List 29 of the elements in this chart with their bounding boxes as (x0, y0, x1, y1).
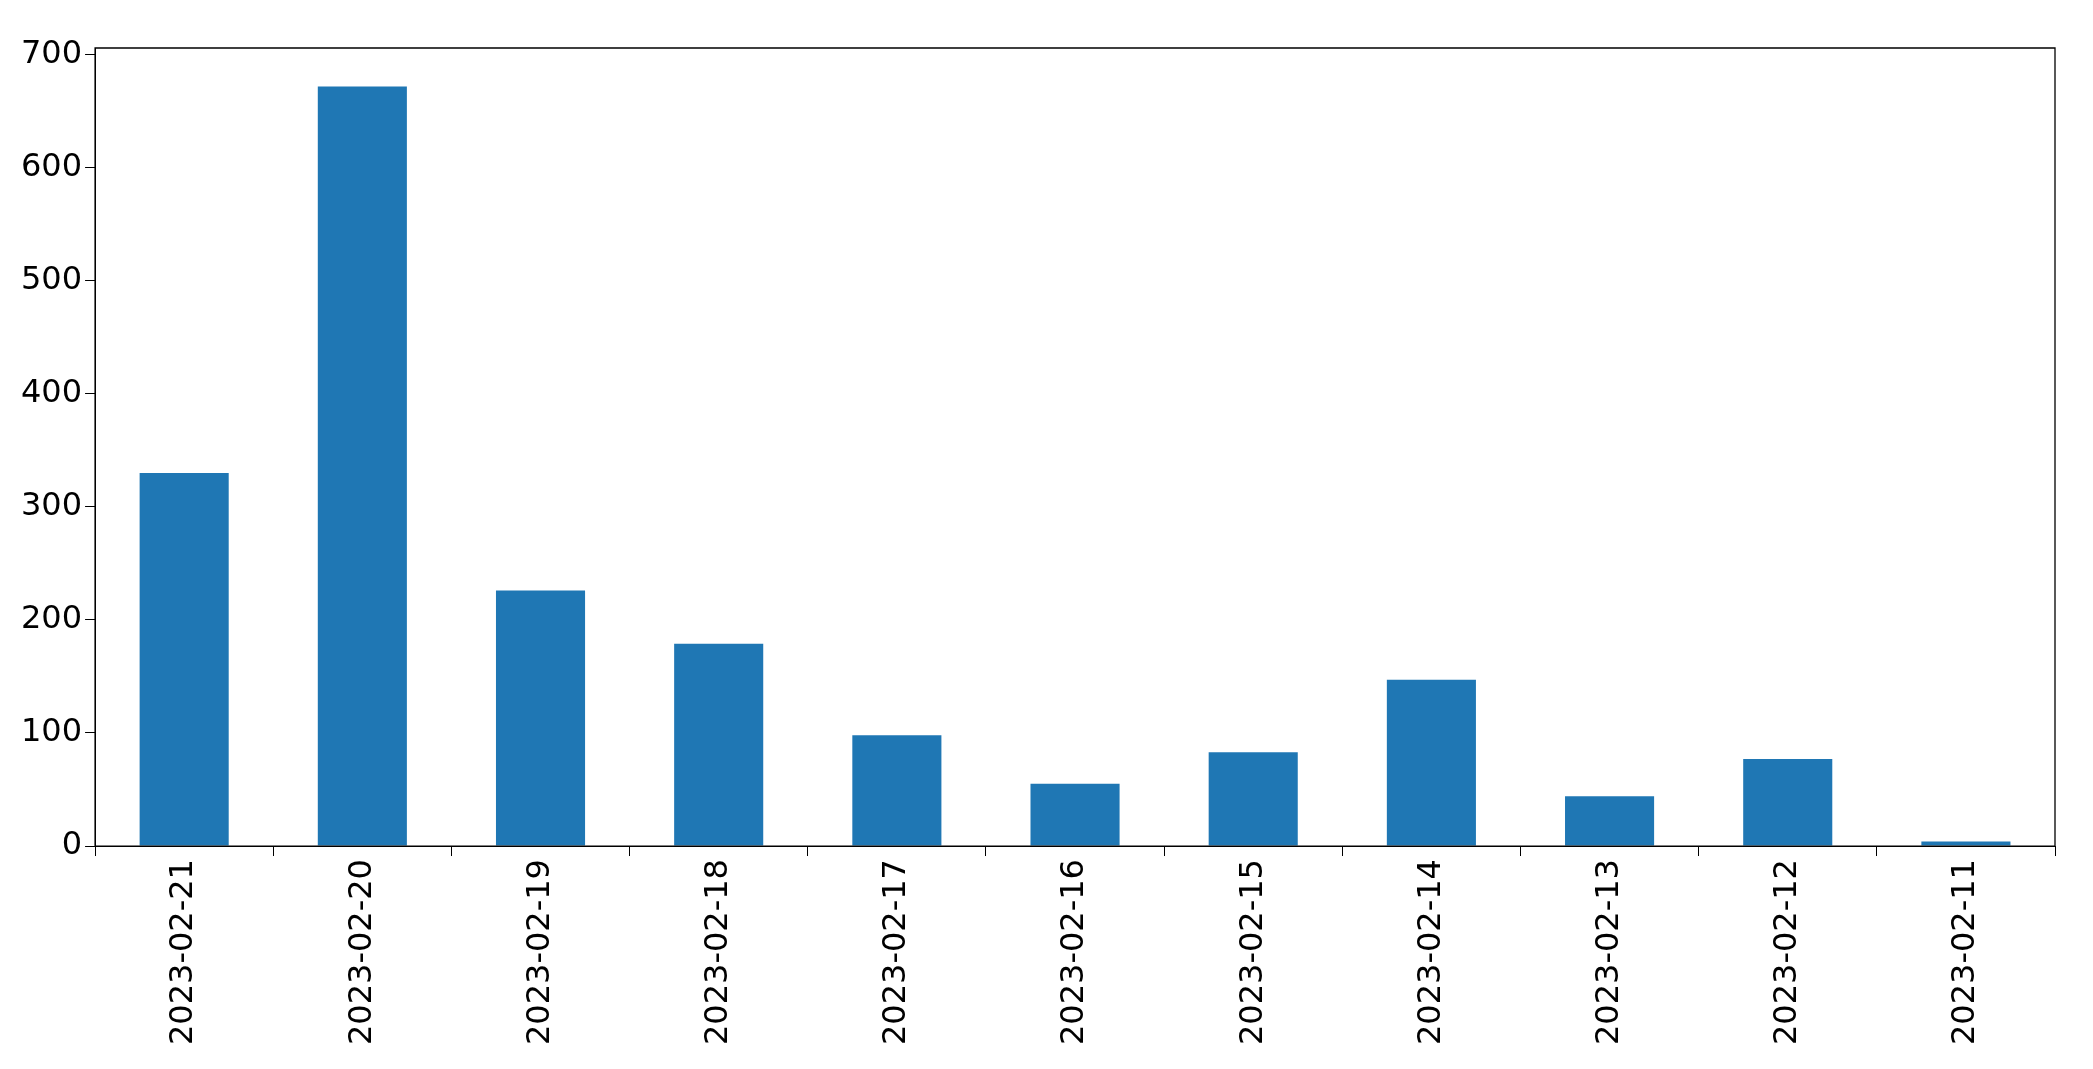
x-tick-label: 2023-02-19 (518, 859, 557, 1045)
y-tick-label: 600 (21, 146, 83, 185)
bar (1208, 752, 1298, 846)
x-tick-label: 2023-02-18 (697, 859, 735, 1045)
x-tick-label: 2023-02-12 (1766, 859, 1805, 1045)
y-tick-label: 100 (21, 711, 83, 750)
y-tick-label: 700 (21, 33, 83, 72)
y-tick-label: 0 (61, 824, 83, 863)
x-tick-label: 2023-02-16 (1053, 859, 1092, 1045)
bar (139, 473, 229, 846)
bar (1386, 679, 1476, 846)
x-tick-label: 2023-02-20 (340, 859, 379, 1045)
bar (852, 735, 942, 846)
bar (317, 86, 407, 846)
x-tick-label: 2023-02-15 (1231, 859, 1270, 1045)
x-tick-label: 2023-02-14 (1409, 859, 1448, 1045)
bar (495, 590, 586, 846)
x-tick-label: 2023-02-11 (1944, 859, 1983, 1045)
bar (674, 643, 764, 846)
bar (1743, 758, 1833, 846)
x-tick-label: 2023-02-21 (162, 859, 201, 1045)
bar (1565, 796, 1655, 846)
y-tick-label: 200 (21, 598, 83, 637)
y-tick-label: 300 (21, 485, 83, 524)
bar (1030, 783, 1120, 846)
x-tick-label: 2023-02-17 (875, 859, 914, 1045)
x-tick-label: 2023-02-13 (1587, 859, 1626, 1045)
y-tick-label: 500 (21, 259, 83, 298)
y-tick-label: 400 (21, 372, 83, 411)
